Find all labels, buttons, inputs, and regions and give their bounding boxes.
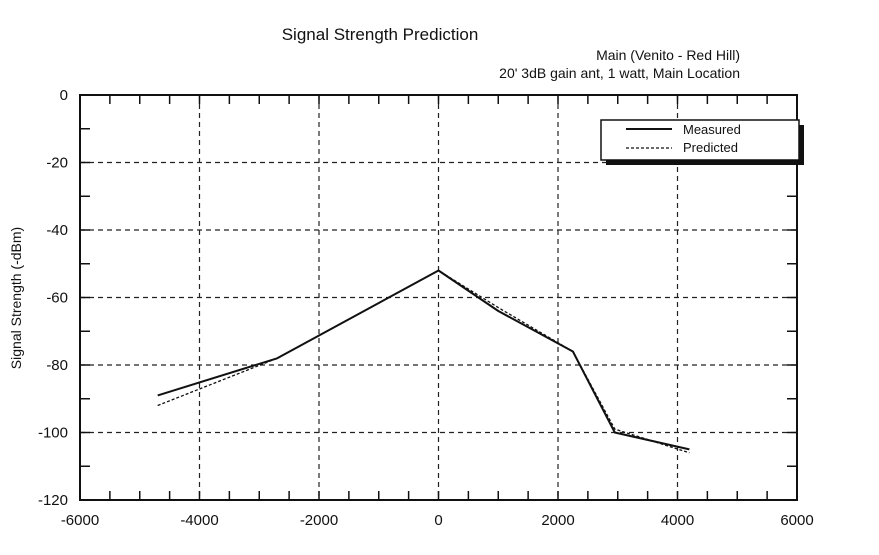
y-tick-label: -20 — [46, 155, 68, 172]
y-tick-label: 0 — [60, 87, 68, 104]
series-line-predicted — [157, 269, 690, 454]
y-tick-label: -120 — [38, 492, 68, 509]
x-tick-label: 2000 — [541, 512, 574, 529]
chart-legend: Measured Predicted — [600, 119, 804, 165]
legend-label-measured: Measured — [683, 122, 741, 137]
legend-label-predicted: Predicted — [683, 140, 738, 155]
y-tick-labels: 0 -20 -40 -60 -80 -100 -120 — [38, 87, 68, 509]
y-axis-label: Signal Strength (-dBm) — [8, 227, 24, 369]
x-tick-label: -4000 — [180, 512, 218, 529]
chart-subtitle-line-1: Main (Venito - Red Hill) — [596, 47, 740, 63]
series-line-measured — [157, 269, 690, 451]
x-tick-label: 0 — [434, 512, 442, 529]
y-tick-label: -60 — [46, 290, 68, 307]
x-tick-labels: -6000 -4000 -2000 0 2000 4000 6000 — [61, 512, 814, 529]
y-tick-label: -100 — [38, 425, 68, 442]
y-tick-label: -80 — [46, 357, 68, 374]
x-tick-label: 6000 — [780, 512, 813, 529]
chart-subtitle-line-2: 20' 3dB gain ant, 1 watt, Main Location — [499, 65, 740, 81]
x-tick-label: 4000 — [661, 512, 694, 529]
y-tick-label: -40 — [46, 222, 68, 239]
x-tick-label: -6000 — [61, 512, 99, 529]
x-tick-label: -2000 — [300, 512, 338, 529]
data-series — [157, 269, 690, 454]
legend-box — [600, 119, 800, 161]
chart-title: Signal Strength Prediction — [282, 25, 479, 44]
